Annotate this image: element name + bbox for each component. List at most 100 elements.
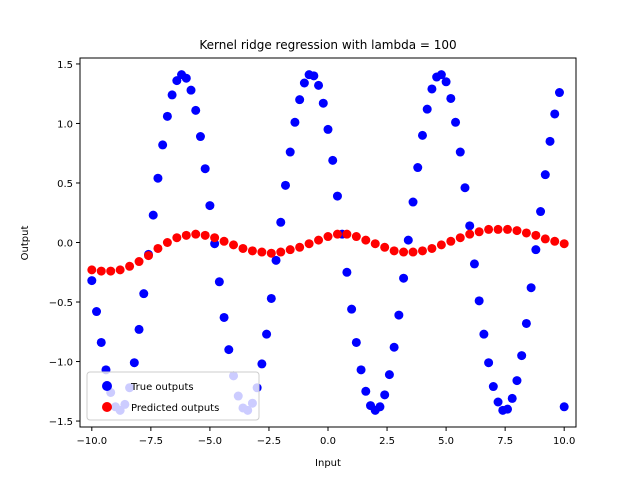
true-output-point (347, 304, 357, 314)
true-output-point (139, 289, 149, 299)
true-output-point (134, 324, 144, 334)
y-tick-label: 0.5 (57, 179, 73, 190)
predicted-output-point (427, 243, 437, 253)
x-tick-label: 2.5 (379, 436, 395, 447)
true-output-point (356, 365, 366, 375)
predicted-output-point (540, 234, 550, 244)
predicted-output-point (351, 232, 361, 242)
true-output-point (219, 312, 229, 322)
legend-label-true-outputs: True outputs (130, 382, 194, 393)
predicted-output-point (144, 251, 153, 261)
true-output-point (309, 71, 319, 81)
true-output-point (361, 386, 371, 396)
true-output-point (224, 345, 234, 355)
true-output-point (413, 163, 423, 173)
predicted-output-point (172, 233, 182, 243)
predicted-output-point (314, 235, 324, 245)
predicted-output-point (304, 239, 314, 249)
true-output-point (129, 358, 139, 368)
predicted-output-point (484, 224, 494, 234)
true-output-point (512, 376, 522, 386)
true-output-point (280, 180, 290, 190)
predicted-output-point (87, 265, 97, 275)
predicted-output-point (200, 230, 210, 240)
predicted-output-point (153, 243, 163, 253)
y-tick-label: 1.5 (57, 60, 73, 71)
true-output-point (181, 73, 191, 83)
true-output-point (375, 402, 385, 412)
predicted-output-point (295, 242, 305, 252)
true-output-point (550, 109, 560, 119)
y-tick-label: −1.0 (49, 358, 73, 369)
true-output-point (332, 191, 342, 201)
true-output-point (323, 124, 333, 134)
x-tick-label: −10.0 (76, 436, 107, 447)
predicted-output-point (238, 243, 248, 253)
true-output-point (276, 217, 286, 227)
true-output-point (554, 88, 564, 98)
true-output-point (285, 147, 295, 157)
true-output-point (559, 402, 569, 412)
true-output-point (545, 136, 555, 146)
x-tick-label: −5.0 (198, 436, 222, 447)
predicted-output-point (285, 245, 295, 255)
legend-marker-true-outputs (102, 381, 112, 391)
true-output-point (186, 85, 196, 95)
y-tick-label: −0.5 (49, 298, 73, 309)
true-output-point (488, 382, 498, 392)
true-output-point (521, 318, 531, 328)
predicted-output-point (503, 224, 512, 234)
true-output-point (531, 245, 541, 255)
true-output-point (436, 70, 446, 80)
true-output-point (384, 370, 394, 380)
true-output-point (446, 93, 456, 103)
predicted-output-point (512, 226, 522, 236)
true-output-point (96, 337, 106, 347)
predicted-output-point (493, 224, 503, 234)
true-output-point (92, 307, 102, 317)
predicted-output-point (323, 232, 333, 242)
true-output-point (427, 84, 437, 94)
true-output-point (540, 170, 550, 180)
x-tick-label: 7.5 (497, 436, 513, 447)
true-output-point (479, 329, 489, 339)
y-tick-label: 1.0 (57, 119, 73, 130)
true-output-point (342, 267, 352, 277)
predicted-output-point (96, 266, 106, 276)
predicted-output-point (389, 246, 399, 256)
x-tick-label: 0.0 (320, 436, 336, 447)
true-output-point (389, 342, 399, 352)
true-output-point (195, 132, 205, 142)
predicted-output-point (342, 229, 352, 239)
true-output-point (507, 393, 517, 403)
predicted-output-point (474, 227, 484, 237)
true-output-point (153, 173, 163, 183)
true-output-point (318, 98, 328, 108)
chart-title: Kernel ridge regression with lambda = 10… (199, 38, 456, 52)
x-tick-label: −2.5 (257, 436, 281, 447)
true-output-point (266, 293, 276, 303)
legend-marker-predicted-outputs (102, 402, 112, 412)
true-output-point (314, 80, 324, 90)
predicted-output-point (408, 247, 418, 257)
predicted-output-point (276, 247, 286, 257)
predicted-output-point (125, 261, 135, 271)
predicted-output-point (106, 266, 116, 276)
y-axis-ticks: −1.5 −1.0 −0.5 0.0 0.5 1.0 1.5 (49, 60, 80, 428)
x-tick-label: 5.0 (438, 436, 454, 447)
true-output-point (465, 221, 475, 231)
true-output-point (417, 130, 427, 140)
predicted-output-point (162, 238, 172, 247)
predicted-output-point (455, 233, 465, 243)
predicted-output-point (134, 257, 144, 267)
true-output-point (451, 117, 461, 127)
true-output-point (469, 259, 479, 269)
predicted-output-point (247, 246, 257, 256)
true-output-point (290, 117, 300, 127)
true-output-point (351, 337, 361, 347)
true-output-point (517, 351, 527, 361)
true-output-point (191, 105, 201, 115)
predicted-output-point (191, 229, 201, 239)
true-output-point (403, 235, 413, 245)
